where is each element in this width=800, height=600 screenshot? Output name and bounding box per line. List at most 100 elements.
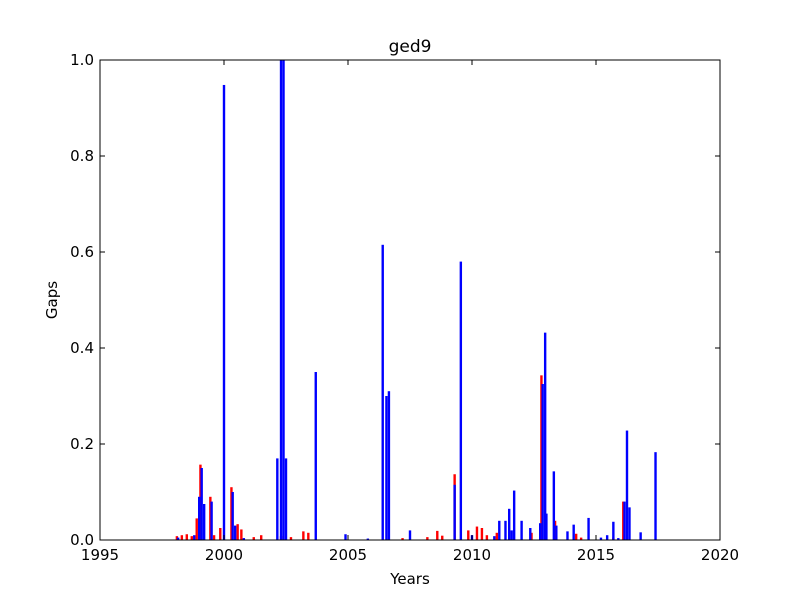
bar-blue-5 (210, 501, 213, 540)
bar-blue-38 (566, 531, 569, 540)
bar-blue-17 (381, 244, 384, 541)
bar-red-10 (236, 524, 239, 540)
bar-blue-20 (408, 530, 412, 540)
bar-red-12 (252, 537, 255, 540)
chart-title: ged9 (389, 37, 432, 57)
bar-red-4 (195, 518, 198, 540)
bar-blue-2 (198, 496, 201, 540)
bar-blue-3 (200, 468, 203, 540)
x-tick-label: 2015 (577, 546, 615, 564)
x-tick-label: 2005 (329, 546, 367, 564)
bar-blue-44 (617, 538, 620, 540)
bar-blue-1 (193, 535, 196, 540)
bar-blue-30 (520, 520, 523, 540)
bar-blue-43 (612, 521, 615, 540)
x-tick-label: 2000 (205, 546, 243, 564)
bar-blue-11 (279, 60, 283, 540)
bar-blue-31 (529, 528, 532, 540)
bar-blue-41 (599, 537, 603, 540)
bar-blue-39 (572, 524, 575, 540)
y-tick-label: 1.0 (70, 51, 94, 69)
bar-red-6 (209, 496, 212, 540)
bar-blue-33 (541, 384, 544, 540)
bar-blue-13 (284, 458, 288, 540)
bar-blue-45 (623, 501, 626, 540)
bar-red-8 (219, 528, 222, 540)
y-tick-label: 0.6 (70, 243, 94, 261)
bar-blue-48 (639, 532, 642, 540)
bar-blue-22 (459, 261, 463, 540)
x-tick-label: 2010 (453, 546, 491, 564)
y-tick-label: 0.0 (70, 531, 94, 549)
bar-red-2 (185, 534, 188, 540)
bar-red-20 (436, 530, 439, 540)
bar-blue-25 (498, 520, 501, 540)
bar-blue-8 (233, 525, 237, 540)
bar-red-23 (467, 530, 470, 540)
bar-red-27 (495, 532, 498, 540)
bar-red-34 (622, 501, 625, 540)
bar-red-1 (180, 535, 184, 540)
y-tick-label: 0.2 (70, 435, 94, 453)
bar-red-0 (175, 536, 179, 540)
bar-blue-42 (605, 535, 609, 540)
bar-blue-4 (202, 504, 206, 540)
x-tick-label: 2020 (701, 546, 739, 564)
bar-blue-40 (587, 517, 590, 540)
bars-group (175, 60, 657, 541)
bar-red-9 (230, 487, 233, 540)
bar-blue-24 (493, 536, 496, 540)
x-axis-label: Years (389, 570, 430, 588)
bar-blue-46 (625, 430, 629, 540)
bar-blue-32 (539, 523, 542, 540)
bar-blue-29 (512, 490, 516, 540)
bar-red-15 (289, 537, 293, 540)
y-axis-ticks: 0.0 0.2 0.4 0.6 0.8 1.0 (70, 51, 720, 549)
x-tick-label: 1995 (81, 546, 119, 564)
bar-blue-35 (545, 513, 548, 540)
bar-blue-18 (385, 396, 388, 540)
bar-blue-9 (242, 538, 246, 540)
bar-blue-14 (314, 372, 317, 540)
y-tick-label: 0.8 (70, 147, 94, 165)
bar-blue-6 (222, 84, 226, 541)
bar-red-7 (212, 535, 216, 540)
bar-blue-7 (231, 492, 234, 540)
bar-red-18 (401, 538, 404, 540)
plot-frame (99, 59, 721, 541)
bar-blue-47 (628, 507, 631, 540)
bar-red-11 (240, 529, 243, 540)
bar-blue-21 (453, 484, 456, 540)
bar-blue-19 (387, 391, 391, 540)
bar-blue-28 (510, 530, 513, 540)
bar-blue-36 (552, 471, 556, 540)
x-axis-ticks: 1995 2000 2005 2010 2015 2020 (81, 60, 739, 564)
bar-blue-34 (543, 332, 547, 540)
bar-blue-27 (508, 508, 511, 540)
bar-blue-0 (176, 537, 180, 540)
bar-blue-37 (555, 525, 558, 540)
bar-red-17 (307, 532, 310, 540)
bar-red-25 (480, 528, 484, 540)
bar-blue-16 (366, 538, 370, 540)
bar-red-5 (199, 464, 202, 540)
bar-red-32 (579, 537, 583, 540)
bar-red-30 (553, 520, 557, 540)
bar-red-19 (426, 537, 429, 540)
bar-blue-12 (282, 60, 285, 540)
bar-blue-26 (504, 520, 507, 540)
bar-red-26 (485, 535, 489, 540)
bar-red-24 (475, 526, 479, 540)
bar-blue-10 (276, 458, 279, 540)
bar-blue-15 (344, 534, 347, 540)
bar-blue-49 (654, 452, 657, 540)
y-axis-label: Gaps (43, 281, 61, 319)
bar-red-21 (441, 535, 444, 540)
bar-red-3 (190, 536, 193, 540)
bar-red-13 (260, 535, 263, 540)
bar-red-31 (574, 533, 578, 540)
bar-red-29 (540, 375, 543, 540)
bar-red-16 (302, 531, 305, 540)
